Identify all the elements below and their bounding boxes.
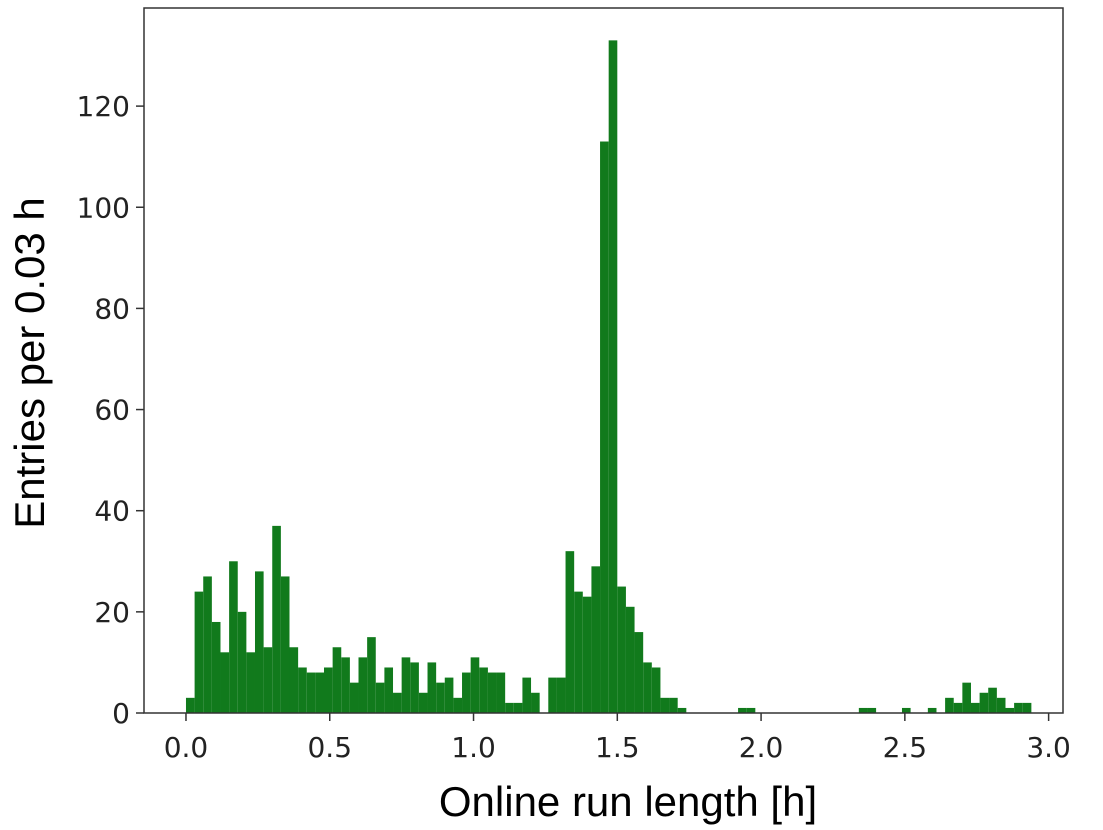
bar [211,621,221,713]
bar [289,647,299,713]
x-tick-label: 0.0 [164,731,209,764]
bar [496,672,506,713]
bar [979,692,989,713]
bar [220,652,230,713]
y-tick-label: 60 [94,394,130,427]
bar [384,667,394,713]
bar [505,702,514,713]
bar [272,525,281,713]
bar [462,672,471,713]
bar [324,667,333,713]
bar [401,657,411,713]
x-tick-label: 0.5 [307,731,352,764]
bar [444,677,454,713]
bar [185,697,195,713]
y-tick-label: 0 [112,697,130,730]
bar [608,40,618,713]
bar [229,561,238,713]
bar [927,707,937,713]
bar [574,591,583,713]
bar [625,606,635,713]
bar [410,662,419,713]
bar [531,692,540,713]
bar [393,692,402,713]
bar [436,682,445,713]
bar [962,682,971,713]
bar [237,611,247,713]
bar [600,141,609,713]
bar [660,697,670,713]
bar [470,657,480,713]
bar [867,707,877,713]
x-tick-label: 3.0 [1026,731,1071,764]
x-tick-label: 2.5 [883,731,928,764]
bar [565,551,575,713]
y-tick-label: 120 [77,90,130,123]
bar [341,657,350,713]
bar [634,632,644,713]
x-axis-label: Online run length [h] [439,778,817,825]
bar [280,576,290,713]
bar [901,707,911,713]
bar [1014,702,1023,713]
bar [418,692,428,713]
bar [556,677,566,713]
x-tick-label: 2.0 [739,731,784,764]
bar [367,637,376,713]
bar [945,697,954,713]
bar [858,707,868,713]
bar [306,672,316,713]
bar [358,657,368,713]
y-tick-label: 20 [94,596,130,629]
bar [203,576,212,713]
bar [738,707,747,713]
bar [996,697,1006,713]
bar [479,667,488,713]
bar [453,697,463,713]
bar [298,667,307,713]
bar [548,677,557,713]
bar [651,667,661,713]
x-tick-label: 1.5 [595,731,640,764]
bar [349,682,359,713]
bar [263,647,273,713]
bar [1022,702,1032,713]
x-tick-label: 1.0 [451,731,496,764]
bar [669,697,678,713]
bar [953,702,963,713]
bar [1005,707,1015,713]
bar [591,566,601,713]
bar [970,702,980,713]
bar [522,677,532,713]
bar [332,647,342,713]
bar [746,707,756,713]
bar [194,591,204,713]
bar [988,687,997,713]
y-axis-label: Entries per 0.03 h [6,197,53,529]
bar [617,586,626,713]
bar [254,571,264,713]
bar [246,652,255,713]
bar [513,702,523,713]
bar [487,672,497,713]
bar [315,672,325,713]
y-tick-label: 80 [94,292,130,325]
y-tick-label: 100 [77,191,130,224]
bar [643,662,652,713]
bar [582,596,592,713]
y-tick-label: 40 [94,495,130,528]
bar [375,682,385,713]
bar [677,707,687,713]
plot-frame [143,7,1064,714]
bar [427,662,437,713]
